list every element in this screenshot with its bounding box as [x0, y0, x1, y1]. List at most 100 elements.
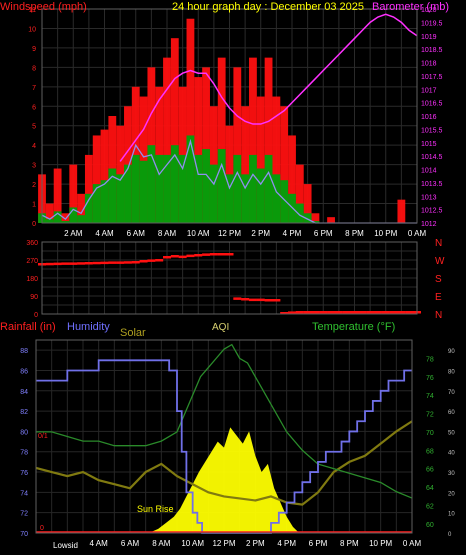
barometer-axis-label: Barometer (mb) — [372, 1, 449, 13]
speed-bar — [178, 154, 187, 223]
y2-tick-label: 1017.5 — [421, 74, 443, 81]
compass-label: E — [435, 292, 442, 303]
humidity-tick-label: 84 — [20, 389, 28, 396]
barometer-line — [119, 13, 418, 162]
x-tick-label: 6 PM — [314, 229, 333, 238]
y-tick-label: 4 — [32, 143, 36, 150]
direction-tick-label: 90 — [30, 294, 38, 301]
direction-point — [288, 311, 296, 314]
direction-tick-label: 360 — [26, 240, 38, 247]
temperature-legend: Temperature (°F) — [312, 321, 395, 333]
solar-tick-label: 80 — [448, 369, 455, 375]
humidity-tick-label: 86 — [20, 368, 28, 375]
panel3-series — [35, 343, 413, 534]
y-tick-label: 5 — [32, 124, 36, 131]
x-tick-label: 2 AM — [64, 229, 83, 238]
y2-tick-label: 1013 — [421, 194, 437, 201]
gust-bar — [272, 96, 281, 223]
direction-point — [217, 253, 226, 256]
speed-bar — [45, 219, 54, 223]
speed-bar — [92, 184, 101, 223]
gust-bar — [397, 199, 406, 223]
temperature-tick-label: 68 — [426, 448, 434, 455]
speed-bar — [53, 211, 62, 223]
speed-bar — [194, 154, 203, 223]
solar-tick-label: 20 — [448, 491, 455, 497]
speed-bar — [256, 168, 265, 223]
panel1-series — [38, 13, 418, 224]
x-tick-label: 8 AM — [152, 539, 171, 548]
solar-tick-label: 90 — [448, 349, 455, 355]
y2-tick-label: 1020 — [421, 7, 437, 14]
gust-bar — [311, 213, 320, 223]
direction-point — [202, 253, 211, 256]
direction-point — [100, 261, 109, 265]
speed-bar — [209, 164, 218, 223]
direction-point — [186, 254, 195, 258]
gust-bar — [264, 57, 273, 223]
direction-point — [233, 297, 242, 300]
solar-tick-label: 0 — [448, 532, 452, 538]
solar-tick-label: 40 — [448, 451, 455, 457]
panel2-frame — [41, 241, 418, 315]
humidity-tick-label: 72 — [20, 511, 28, 518]
y2-tick-label: 1019.5 — [421, 20, 443, 27]
direction-point — [381, 311, 390, 314]
gust-bar — [100, 129, 109, 223]
direction-point — [147, 259, 156, 262]
y2-tick-label: 1017 — [421, 87, 437, 94]
wind-barometer-panel: 0 1 2 3 4 5 6 7 8 9 10 11 1012 1012.5 1013 1013.5 1014 10… — [0, 1, 449, 238]
direction-point — [342, 311, 351, 314]
direction-point — [389, 311, 398, 314]
direction-point — [241, 298, 250, 301]
solar-tick-label: 70 — [448, 390, 455, 396]
solar-legend: Solar — [120, 327, 146, 339]
gust-bar — [256, 96, 265, 223]
gust-bar — [327, 217, 335, 223]
direction-point — [69, 262, 78, 265]
rain-mark-bottom: 0 — [40, 525, 44, 532]
humidity-legend: Humidity — [67, 321, 110, 333]
x-tick-label: 0 AM — [403, 539, 422, 548]
direction-point — [92, 261, 101, 265]
windspeed-axis-label: Windspeed (mph) — [0, 1, 87, 13]
x-tick-label: 0 AM — [408, 229, 427, 238]
panel1-tick-labels: 0 1 2 3 4 5 6 7 8 9 10 11 1012 1012.5 1013 1013.5 1014 10… — [28, 7, 442, 238]
temperature-tick-label: 78 — [426, 356, 434, 363]
speed-bar — [163, 154, 171, 223]
first-x-label: Lowsid — [53, 541, 78, 550]
y-tick-label: 7 — [32, 85, 36, 92]
speed-bar — [155, 154, 164, 223]
x-tick-label: 6 AM — [127, 229, 146, 238]
direction-point — [295, 311, 304, 314]
gust-bar — [77, 193, 85, 223]
y2-tick-label: 1019 — [421, 34, 437, 41]
speed-bar — [100, 180, 109, 223]
direction-tick-label: 180 — [26, 276, 38, 283]
direction-point — [45, 262, 54, 266]
speed-bar — [202, 149, 210, 223]
sunrise-annotation: Sun Rise — [137, 504, 174, 514]
aqi-legend: AQI — [212, 322, 229, 333]
direction-point — [170, 255, 179, 258]
y-tick-label: 11 — [29, 7, 36, 14]
temperature-tick-label: 64 — [426, 485, 434, 492]
gust-bar — [194, 77, 203, 223]
direction-point — [358, 311, 367, 314]
x-tick-label: 12 PM — [218, 229, 241, 238]
panel1-frame — [41, 8, 418, 224]
speed-bar — [288, 193, 296, 223]
direction-point — [319, 311, 328, 314]
y2-tick-label: 1015.5 — [421, 127, 443, 134]
y-tick-label: 2 — [32, 182, 36, 189]
solar-tick-label: 50 — [448, 430, 455, 436]
direction-point — [84, 262, 93, 265]
x-tick-label: 2 PM — [251, 229, 270, 238]
gust-bar — [303, 184, 312, 223]
direction-point — [194, 254, 203, 257]
humidity-tick-label: 88 — [20, 348, 28, 355]
panel2-grid — [41, 241, 418, 315]
speed-bar — [108, 168, 117, 223]
speed-bar — [295, 203, 304, 223]
